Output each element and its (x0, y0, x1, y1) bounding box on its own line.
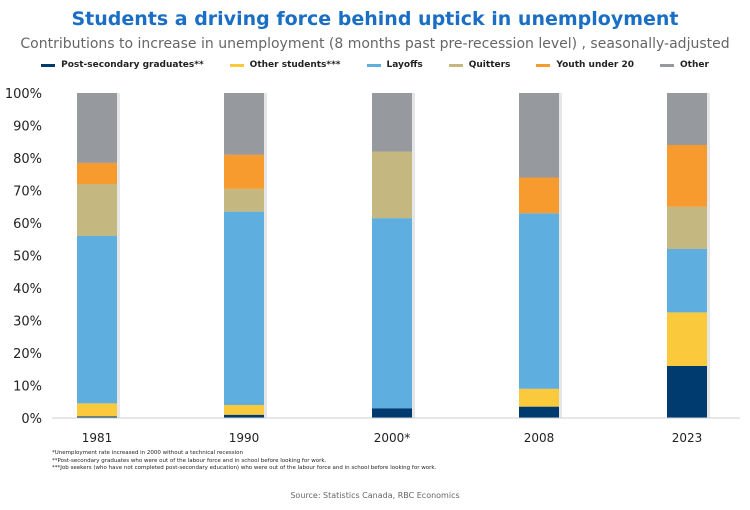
legend-label: Youth under 20 (556, 60, 634, 70)
bar-segment-1981-1 (77, 403, 117, 416)
y-tick-label: 20% (13, 347, 42, 362)
x-tick-label: 2023 (672, 431, 703, 445)
bar-segment-1981-5 (77, 93, 117, 163)
footnote-3: ***Job seekers (who have not completed p… (52, 465, 732, 473)
legend-swatch (536, 64, 550, 67)
bar-segment-1990-5 (224, 93, 264, 155)
bar-segment-2023-0 (667, 366, 707, 418)
y-tick-label: 10% (13, 380, 42, 395)
legend-item-1: Other students*** (230, 60, 341, 70)
source-note: Source: Statistics Canada, RBC Economics (0, 491, 750, 500)
bar-segment-2000-3 (372, 152, 412, 219)
legend: Post-secondary graduates** Other students… (0, 60, 750, 70)
legend-item-0: Post-secondary graduates** (41, 60, 204, 70)
legend-label: Other (680, 60, 709, 70)
bar-segment-2000-0 (372, 408, 412, 418)
bar-segment-2023-4 (667, 145, 707, 207)
bar-segment-2000-5 (372, 93, 412, 152)
x-tick-label: 2008 (524, 431, 555, 445)
bar-segment-2008-1 (519, 389, 559, 407)
bar-segment-1981-4 (77, 163, 117, 184)
bar-segment-2008-5 (519, 93, 559, 178)
chart-title: Students a driving force behind uptick i… (0, 8, 750, 30)
y-tick-label: 50% (13, 250, 42, 265)
legend-swatch (660, 64, 674, 67)
footnote-2: **Post-secondary graduates who were out … (52, 458, 732, 466)
footnote-1: *Unemployment rate increased in 2000 wit… (52, 450, 732, 458)
y-tick-label: 90% (13, 120, 42, 135)
bar-segment-1981-2 (77, 236, 117, 403)
bar-segment-1990-2 (224, 212, 264, 405)
legend-label: Quitters (469, 60, 511, 70)
footnotes: *Unemployment rate increased in 2000 wit… (52, 450, 732, 473)
bar-segment-1990-1 (224, 405, 264, 415)
legend-item-2: Layoffs (367, 60, 423, 70)
bar-segment-2023-3 (667, 207, 707, 249)
x-tick-label: 1990 (229, 431, 260, 445)
legend-item-5: Other (660, 60, 709, 70)
legend-label: Post-secondary graduates** (61, 60, 204, 70)
legend-item-4: Youth under 20 (536, 60, 634, 70)
chart-subtitle: Contributions to increase in unemploymen… (0, 36, 750, 52)
y-tick-label: 100% (5, 87, 42, 102)
bar-segment-2008-2 (519, 213, 559, 389)
bar-segment-2008-0 (519, 407, 559, 418)
bar-segment-2023-5 (667, 93, 707, 145)
bar-segment-1990-3 (224, 189, 264, 212)
stacked-bar-chart: 0% 10% 20% 30% 40% 50% 60% 70% 80% 90% 100% 1981 199… (0, 80, 750, 450)
y-tick-label: 40% (13, 282, 42, 297)
legend-swatch (41, 64, 55, 67)
x-tick-label: 2000* (374, 431, 411, 445)
bar-segment-1981-3 (77, 184, 117, 236)
y-tick-label: 0% (21, 412, 42, 427)
legend-label: Other students*** (250, 60, 341, 70)
bar-segment-2023-1 (667, 312, 707, 366)
x-tick-label: 1981 (82, 431, 113, 445)
legend-swatch (367, 64, 381, 67)
y-tick-label: 70% (13, 185, 42, 200)
y-tick-label: 80% (13, 152, 42, 167)
legend-label: Layoffs (387, 60, 423, 70)
bar-segment-2000-2 (372, 218, 412, 408)
bar-segment-2008-4 (519, 178, 559, 214)
legend-swatch (449, 64, 463, 67)
bar-segment-2023-2 (667, 249, 707, 312)
legend-swatch (230, 64, 244, 67)
bar-segment-1990-4 (224, 155, 264, 189)
legend-item-3: Quitters (449, 60, 511, 70)
y-tick-label: 60% (13, 217, 42, 232)
y-tick-label: 30% (13, 315, 42, 330)
